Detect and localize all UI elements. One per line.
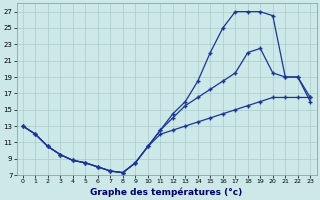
X-axis label: Graphe des températures (°c): Graphe des températures (°c) xyxy=(91,187,243,197)
